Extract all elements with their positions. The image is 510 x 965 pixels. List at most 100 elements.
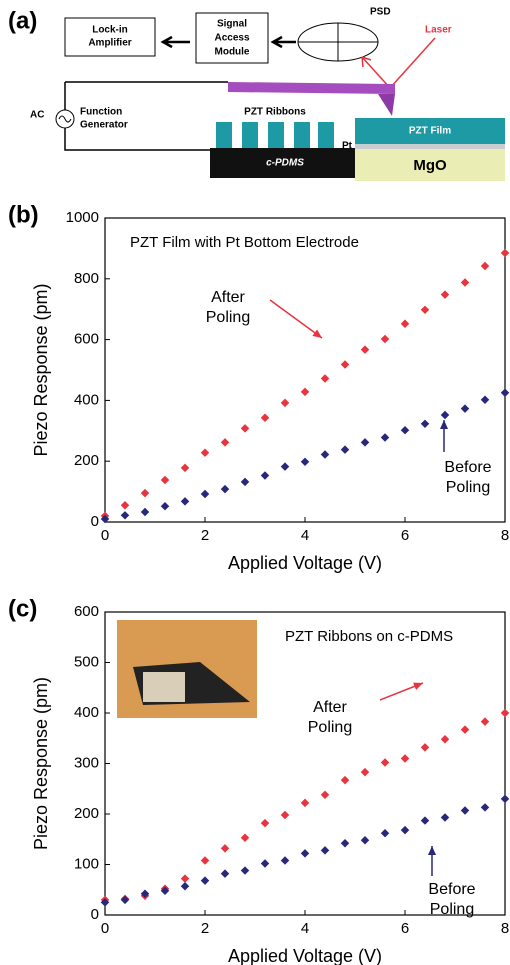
label: Amplifier <box>88 38 131 49</box>
point <box>460 725 470 734</box>
point <box>300 387 310 397</box>
point <box>160 501 170 511</box>
point <box>240 477 250 487</box>
x-axis-label: Applied Voltage (V) <box>228 553 382 573</box>
box <box>195 12 269 64</box>
point <box>220 438 230 447</box>
y-tick-label: 100 <box>74 855 99 872</box>
point <box>340 360 350 369</box>
point <box>480 803 490 812</box>
y-tick-label: 0 <box>91 513 99 530</box>
point <box>420 816 430 825</box>
wire <box>64 81 228 151</box>
point <box>240 866 250 875</box>
x-tick-label: 0 <box>101 527 109 544</box>
point <box>400 754 410 763</box>
point <box>120 511 130 520</box>
psd-cross <box>298 23 378 61</box>
label: Access <box>214 33 249 44</box>
point <box>300 457 310 467</box>
point <box>500 388 510 398</box>
point <box>200 856 210 865</box>
point <box>180 874 190 883</box>
label: PSD <box>370 7 391 18</box>
point <box>340 839 350 848</box>
point <box>340 445 350 454</box>
label: Function <box>80 107 122 118</box>
arrow-head <box>440 420 448 429</box>
point <box>180 881 190 891</box>
chart-title: PZT Film with Pt Bottom Electrode <box>130 234 359 251</box>
label: MgO <box>413 157 447 174</box>
x-tick-label: 0 <box>101 920 109 937</box>
y-tick-label: 600 <box>74 331 99 348</box>
label: Lock-in <box>92 25 128 36</box>
x-tick-label: 6 <box>401 527 409 544</box>
y-tick-label: 0 <box>91 906 99 923</box>
panel-label: (c) <box>8 595 37 622</box>
annotation: Poling <box>446 479 490 496</box>
arrow-head <box>312 329 322 338</box>
point <box>400 425 410 435</box>
x-axis-label: Applied Voltage (V) <box>228 946 382 965</box>
point <box>500 708 510 718</box>
annotation: Before <box>444 459 491 476</box>
panel-label: (a) <box>8 7 37 34</box>
point <box>120 895 130 905</box>
point <box>260 471 270 480</box>
point <box>420 305 430 315</box>
point <box>360 345 370 354</box>
point <box>380 828 390 838</box>
series <box>100 708 510 905</box>
x-tick-label: 4 <box>301 920 309 937</box>
label: Signal <box>217 19 247 30</box>
point <box>320 450 330 459</box>
annotation: After <box>313 699 347 716</box>
point <box>380 433 390 442</box>
point <box>360 836 370 845</box>
y-tick-label: 200 <box>74 452 99 469</box>
annotation: Poling <box>308 719 352 736</box>
point <box>280 462 290 471</box>
label: Laser <box>425 25 452 36</box>
ribbon <box>318 122 334 148</box>
point <box>260 818 270 828</box>
pt-layer <box>355 144 505 149</box>
point <box>460 806 470 815</box>
y-tick-label: 400 <box>74 391 99 408</box>
inset-ribbons <box>143 672 185 702</box>
point <box>300 798 310 808</box>
ribbon <box>242 122 258 148</box>
point <box>220 484 230 494</box>
point <box>220 844 230 853</box>
point <box>500 794 510 804</box>
y-tick-label: 800 <box>74 270 99 287</box>
y-tick-label: 1000 <box>66 209 99 226</box>
setup-diagram: Lock-in Amplifier Signal Access Module P… <box>30 7 505 181</box>
point <box>320 374 330 383</box>
chart-title: PZT Ribbons on c-PDMS <box>285 628 453 645</box>
point <box>440 410 450 420</box>
point <box>360 767 370 777</box>
mgo <box>355 149 505 181</box>
film <box>355 118 505 144</box>
point <box>280 810 290 820</box>
x-tick-label: 8 <box>501 920 509 937</box>
label: c-PDMS <box>266 158 304 169</box>
ribbon <box>216 122 232 148</box>
point <box>280 856 290 865</box>
ac-symbol <box>58 115 72 123</box>
y-tick-label: 300 <box>74 754 99 771</box>
point <box>360 438 370 447</box>
point <box>320 846 330 855</box>
point <box>240 424 250 433</box>
x-tick-label: 2 <box>201 527 209 544</box>
arrow-head <box>428 846 436 855</box>
x-tick-label: 2 <box>201 920 209 937</box>
point <box>300 849 310 858</box>
panel-label: (b) <box>8 201 39 228</box>
point <box>380 334 390 344</box>
ribbon <box>294 122 310 148</box>
box <box>64 17 156 57</box>
